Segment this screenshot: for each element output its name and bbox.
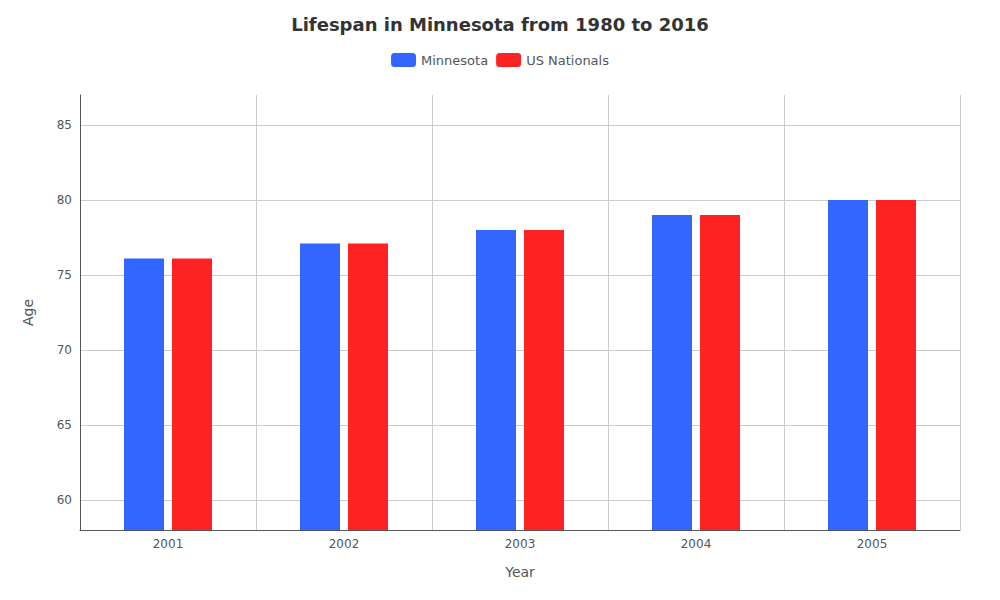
svg-text:2002: 2002 <box>329 537 360 551</box>
svg-text:65: 65 <box>57 418 72 432</box>
svg-text:2004: 2004 <box>681 537 712 551</box>
svg-text:Lifespan in Minnesota from 198: Lifespan in Minnesota from 1980 to 2016 <box>291 14 709 35</box>
svg-text:2005: 2005 <box>857 537 888 551</box>
svg-text:80: 80 <box>57 193 72 207</box>
svg-text:Year: Year <box>504 564 535 580</box>
svg-text:Minnesota: Minnesota <box>421 53 488 68</box>
svg-text:70: 70 <box>57 343 72 357</box>
svg-text:60: 60 <box>57 493 72 507</box>
svg-text:2003: 2003 <box>505 537 536 551</box>
svg-text:2001: 2001 <box>153 537 184 551</box>
svg-text:75: 75 <box>57 268 72 282</box>
svg-text:85: 85 <box>57 118 72 132</box>
svg-text:US Nationals: US Nationals <box>526 53 609 68</box>
svg-text:Age: Age <box>20 299 36 326</box>
